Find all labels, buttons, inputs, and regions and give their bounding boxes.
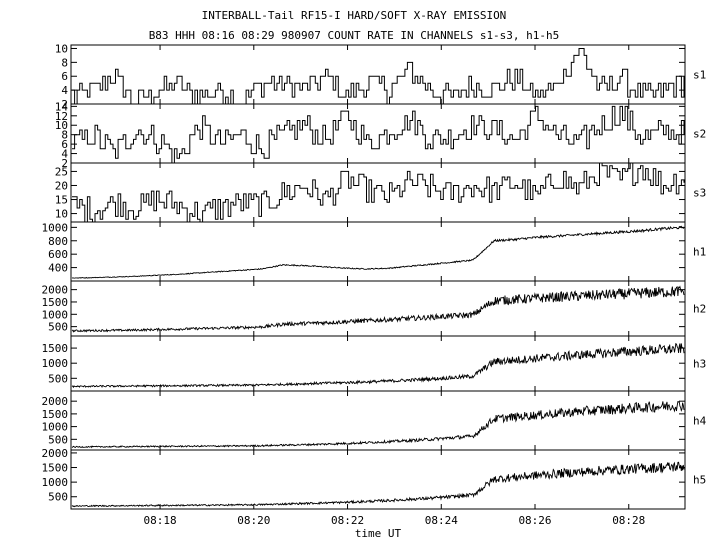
ytick-label-s1: 8 xyxy=(61,56,68,69)
xtick-label: 08:18 xyxy=(143,514,176,527)
panel-frame-s1 xyxy=(70,44,686,105)
ytick-label-s1: 2 xyxy=(61,98,68,111)
xtick-label: 08:22 xyxy=(331,514,364,527)
ytick-label-h2: 1500 xyxy=(42,296,69,309)
ytick-label-h1: 800 xyxy=(48,235,68,248)
panel-label-h5: h5 xyxy=(693,474,706,487)
panel-label-s1: s1 xyxy=(693,69,706,82)
ytick-label-h1: 1000 xyxy=(42,221,69,234)
series-line-h3 xyxy=(71,342,685,389)
ytick-label-s2: 12 xyxy=(55,110,68,123)
series-line-h4 xyxy=(71,400,685,449)
panel-label-s2: s2 xyxy=(693,128,706,141)
ytick-label-h4: 1000 xyxy=(42,421,69,434)
panel-frame-h3 xyxy=(70,335,686,392)
ytick-label-s2: 8 xyxy=(61,129,68,142)
ytick-label-h1: 600 xyxy=(48,248,68,261)
ytick-label-h3: 500 xyxy=(48,372,68,385)
panel-frame-s2 xyxy=(70,103,686,164)
ytick-label-h2: 2000 xyxy=(42,284,69,297)
panel-label-h1: h1 xyxy=(693,246,706,259)
ytick-label-s2: 2 xyxy=(61,157,68,170)
panel-frame-s3 xyxy=(70,162,686,223)
panel-label-h2: h2 xyxy=(693,303,706,316)
ytick-label-s1: 10 xyxy=(55,42,68,55)
series-line-h2 xyxy=(71,285,685,333)
ytick-label-h1: 400 xyxy=(48,262,68,275)
panel-frame-h1 xyxy=(70,221,686,282)
chart-title: INTERBALL-Tail RF15-I HARD/SOFT X-RAY EM… xyxy=(201,9,507,22)
xtick-label: 08:28 xyxy=(612,514,645,527)
xtick-label: 08:26 xyxy=(518,514,551,527)
panel-frame-h2 xyxy=(70,280,686,337)
chart-subtitle: B83 HHH 08:16 08:29 980907 COUNT RATE IN… xyxy=(148,29,560,42)
ytick-label-s3: 20 xyxy=(55,179,68,192)
ytick-label-h4: 1500 xyxy=(42,408,69,421)
panel-frame-h4 xyxy=(70,390,686,451)
panel-label-h3: h3 xyxy=(693,358,706,371)
ytick-label-h5: 1500 xyxy=(42,462,69,475)
ytick-label-s2: 14 xyxy=(55,100,69,113)
ytick-label-h2: 500 xyxy=(48,321,68,334)
ytick-label-h5: 500 xyxy=(48,491,68,504)
series-line-s1 xyxy=(72,48,685,105)
panel-label-s3: s3 xyxy=(693,187,706,200)
panel-frame-h5 xyxy=(70,449,686,510)
xtick-label: 08:20 xyxy=(237,514,270,527)
ytick-label-s1: 6 xyxy=(61,70,68,83)
series-line-h1 xyxy=(71,225,685,279)
series-line-s3 xyxy=(72,162,685,223)
ytick-label-h4: 2000 xyxy=(42,395,69,408)
ytick-label-s3: 10 xyxy=(55,208,68,221)
ytick-label-h3: 1500 xyxy=(42,342,69,355)
xtick-label: 08:24 xyxy=(425,514,458,527)
ytick-label-s2: 10 xyxy=(55,119,68,132)
ytick-label-s1: 4 xyxy=(61,84,68,97)
series-line-s2 xyxy=(72,105,685,164)
panel-label-h4: h4 xyxy=(693,415,707,428)
ytick-label-h5: 1000 xyxy=(42,476,69,489)
ytick-label-s2: 6 xyxy=(61,138,68,151)
series-line-h5 xyxy=(71,461,685,508)
ytick-label-h3: 1000 xyxy=(42,357,69,370)
x-axis-label: time UT xyxy=(355,527,402,540)
ytick-label-s3: 15 xyxy=(55,194,68,207)
ytick-label-h2: 1000 xyxy=(42,308,69,321)
ytick-label-s2: 4 xyxy=(61,148,68,161)
ytick-label-h5: 2000 xyxy=(42,447,69,460)
ytick-label-s3: 25 xyxy=(55,165,68,178)
ytick-label-h4: 500 xyxy=(48,433,68,446)
